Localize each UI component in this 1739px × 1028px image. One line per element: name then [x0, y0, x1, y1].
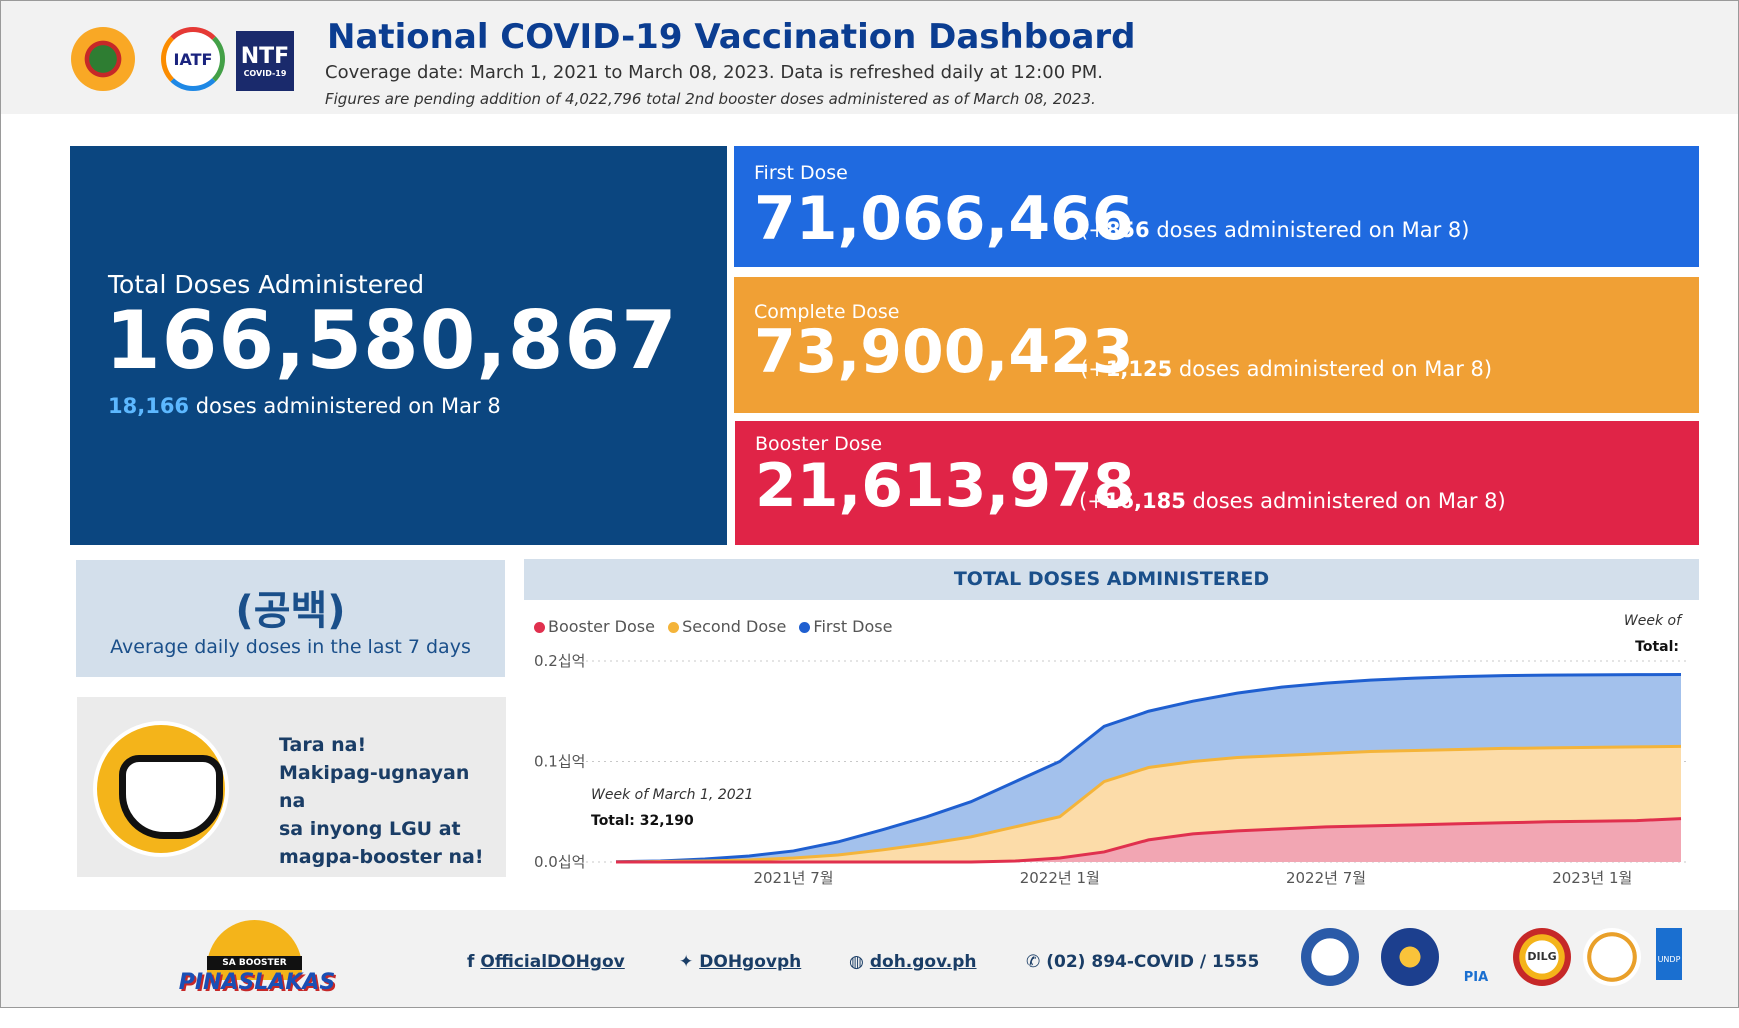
dilg-logo: DILG — [1513, 928, 1571, 986]
complete-inc-open: (+ — [1080, 357, 1106, 381]
legend-dot-booster — [534, 622, 545, 633]
partner-seal-logo — [1583, 928, 1641, 986]
promo-line-2: Makipag-ugnayan na — [279, 762, 470, 812]
chart-legend: Booster Dose Second Dose First Dose — [534, 617, 900, 636]
series-line-booster-dose — [616, 817, 1682, 864]
first-inc-suffix: doses administered on Mar 8) — [1149, 218, 1470, 242]
chart-title: TOTAL DOSES ADMINISTERED — [524, 559, 1699, 600]
doses-area-chart[interactable]: 0.0십억 0.1십억 0.2십억 2021년 7월 2022년 1월 2022년 7월… — [524, 600, 1699, 900]
government-seal-logo — [1381, 928, 1439, 986]
booster-dose-increment: (+16,185 doses administered on Mar 8) — [1079, 489, 1506, 513]
facebook-link[interactable]: f OfficialDOHgov — [467, 952, 625, 972]
twitter-icon: ✦ — [679, 952, 694, 972]
booster-dose-label: Booster Dose — [755, 433, 883, 455]
legend-dot-first — [799, 622, 811, 633]
first-dose-value: 71,066,466 — [754, 184, 1134, 254]
legend-item-first[interactable]: First Dose — [799, 617, 896, 636]
booster-dose-card: Booster Dose 21,613,978 (+16,185 doses a… — [735, 421, 1699, 545]
first-inc-value: 856 — [1105, 218, 1150, 242]
ntf-logo-sub: COVID-19 — [243, 69, 287, 78]
page-title: National COVID-19 Vaccination Dashboard — [327, 17, 1136, 57]
complete-dose-increment: (+1,125 doses administered on Mar 8) — [1080, 357, 1492, 381]
first-inc-open: (+ — [1080, 218, 1106, 242]
legend-label-second: Second Dose — [682, 617, 787, 636]
tooltip-right-week: Week of — [1623, 613, 1681, 629]
undp-logo-text: UNDP — [1657, 955, 1681, 964]
facebook-label: OfficialDOHgov — [480, 952, 625, 972]
first-dose-label: First Dose — [754, 162, 848, 184]
tooltip-left-total: Total: 32,190 — [591, 813, 694, 829]
x-tick-label: 2021년 7월 — [753, 869, 833, 887]
phone-contact: ✆ (02) 894-COVID / 1555 — [1026, 952, 1259, 972]
series-line-first-dose — [615, 672, 1682, 864]
iatf-logo: IATF — [161, 27, 225, 91]
phone-label: (02) 894-COVID / 1555 — [1046, 952, 1260, 972]
website-label: doh.gov.ph — [869, 952, 977, 972]
pinaslakas-logo-word: PINASLAKAS — [178, 970, 336, 995]
booster-inc-open: (+ — [1079, 489, 1105, 513]
x-tick-label: 2022년 1월 — [1020, 869, 1100, 887]
pinaslakas-logo: SA BOOSTER PINASLAKAS — [177, 920, 337, 1000]
twitter-label: DOHgovph — [699, 952, 802, 972]
total-doses-label: Total Doses Administered — [108, 270, 425, 299]
booster-inc-value: 16,185 — [1104, 489, 1186, 513]
series-line-second-dose — [615, 744, 1682, 864]
booster-promo-card: Tara na! Makipag-ugnayan na sa inyong LG… — [77, 697, 506, 877]
phone-icon: ✆ — [1026, 952, 1041, 972]
y-tick-label: 0.2십억 — [534, 652, 585, 670]
pending-note: Figures are pending addition of 4,022,79… — [325, 90, 1096, 108]
ntf-logo: NTF COVID-19 — [236, 31, 294, 91]
average-daily-card: (공백) Average daily doses in the last 7 d… — [76, 560, 505, 677]
promo-line-4: magpa-booster na! — [279, 846, 484, 868]
legend-label-first: First Dose — [813, 617, 893, 636]
legend-item-second[interactable]: Second Dose — [668, 617, 790, 636]
y-tick-label: 0.1십억 — [534, 753, 585, 771]
footer: SA BOOSTER PINASLAKAS f OfficialDOHgov ✦ D… — [1, 910, 1738, 1007]
legend-label-booster: Booster Dose — [548, 617, 655, 636]
tooltip-left-week: Week of March 1, 2021 — [591, 787, 754, 803]
total-doses-value: 166,580,867 — [105, 294, 678, 387]
doh-logo — [71, 27, 135, 91]
pia-logo: PIA — [1461, 928, 1491, 986]
flexed-arm-icon — [93, 721, 229, 857]
undp-logo: UNDP — [1656, 928, 1682, 980]
total-doses-card: Total Doses Administered 166,580,867 18,… — [70, 146, 727, 545]
legend-dot-second — [668, 622, 680, 633]
total-daily-suffix: doses administered on Mar 8 — [189, 394, 501, 418]
iatf-logo-text: IATF — [173, 49, 213, 69]
average-daily-label: Average daily doses in the last 7 days — [110, 636, 471, 658]
complete-dose-label: Complete Dose — [754, 301, 900, 323]
first-dose-card: First Dose 71,066,466 (+856 doses admini… — [734, 146, 1699, 267]
presidential-seal-logo — [1301, 928, 1359, 986]
tooltip-right-total: Total: — [1635, 639, 1679, 655]
pia-logo-text: PIA — [1463, 970, 1489, 985]
facebook-icon: f — [467, 952, 475, 972]
pinaslakas-logo-top: SA BOOSTER — [207, 956, 302, 970]
y-tick-label: 0.0십억 — [534, 853, 585, 871]
x-tick-label: 2022년 7월 — [1286, 869, 1366, 887]
total-daily-line: 18,166 doses administered on Mar 8 — [108, 394, 501, 418]
total-daily-value: 18,166 — [108, 394, 190, 418]
globe-icon: ◍ — [849, 952, 864, 972]
header: IATF NTF COVID-19 National COVID-19 Vacc… — [1, 1, 1738, 114]
promo-line-1: Tara na! — [279, 734, 367, 756]
dilg-logo-text: DILG — [1527, 950, 1557, 963]
complete-inc-value: 1,125 — [1105, 357, 1173, 381]
booster-dose-value: 21,613,978 — [755, 451, 1135, 521]
coverage-date: Coverage date: March 1, 2021 to March 08… — [325, 62, 1103, 83]
legend-item-booster[interactable]: Booster Dose — [534, 617, 659, 636]
website-link[interactable]: ◍ doh.gov.ph — [849, 952, 977, 972]
complete-dose-value: 73,900,423 — [754, 317, 1134, 387]
first-dose-increment: (+856 doses administered on Mar 8) — [1080, 218, 1469, 242]
x-tick-label: 2023년 1월 — [1552, 869, 1632, 887]
promo-line-3: sa inyong LGU at — [279, 818, 461, 840]
booster-inc-suffix: doses administered on Mar 8) — [1185, 489, 1506, 513]
average-daily-value: (공백) — [235, 588, 346, 634]
complete-dose-card: Complete Dose 73,900,423 (+1,125 doses a… — [734, 277, 1699, 413]
complete-inc-suffix: doses administered on Mar 8) — [1172, 357, 1493, 381]
promo-text: Tara na! Makipag-ugnayan na sa inyong LG… — [279, 731, 494, 871]
twitter-link[interactable]: ✦ DOHgovph — [679, 952, 801, 972]
ntf-logo-main: NTF — [240, 44, 290, 69]
